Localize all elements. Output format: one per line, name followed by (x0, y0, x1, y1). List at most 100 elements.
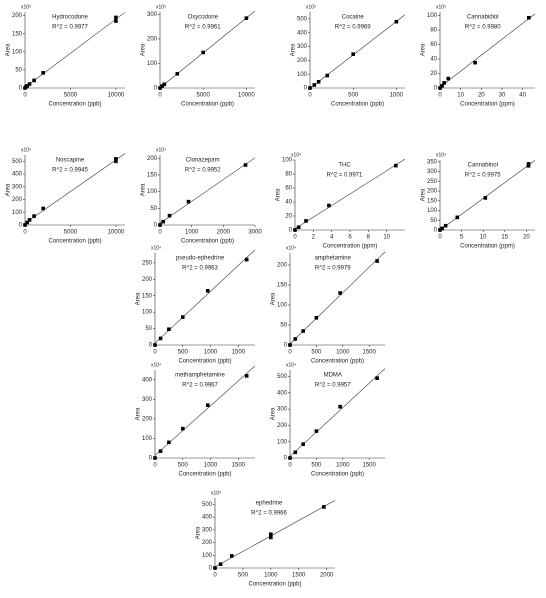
fit-line (24, 153, 126, 224)
y-tick-label: 0 (434, 228, 438, 234)
data-point (293, 450, 298, 455)
r-squared: R^2 = 0.9957 (315, 383, 351, 389)
y-tick-label: 500 (277, 374, 288, 380)
y-axis-label: Area (136, 407, 142, 420)
x-tick-label: 0 (158, 93, 162, 99)
data-point (327, 203, 331, 208)
data-point (269, 535, 273, 540)
data-point (114, 159, 118, 164)
data-point (180, 426, 185, 431)
data-point (180, 315, 185, 319)
y-tick-label: 200 (142, 277, 153, 283)
r-squared: R^2 = 0.9979 (315, 266, 351, 272)
y-tick-label: 200 (427, 189, 438, 195)
y-tick-label: 300 (297, 44, 308, 50)
y-tick-label: 150 (142, 293, 153, 299)
x-tick-label: 0 (23, 93, 27, 99)
fit-line (154, 249, 256, 344)
data-point (296, 225, 301, 229)
r-squared: R^2 = 0.9980 (465, 25, 501, 31)
x-tick-label: 0 (158, 230, 162, 236)
y-axis-label: Area (421, 43, 427, 56)
x-tick-label: 5 (460, 235, 464, 241)
data-point (167, 213, 172, 218)
y-tick-label: 200 (277, 263, 288, 269)
x-tick-label: 1500 (292, 573, 306, 579)
x-tick-label: 1000 (336, 350, 350, 356)
y-tick-label: 500 (297, 16, 308, 22)
data-point (308, 86, 312, 90)
y-tick-label: 50 (280, 323, 287, 329)
y-tick-label: 250 (142, 260, 153, 266)
x-axis-label: Concentration (ppm) (460, 102, 515, 108)
x-tick-label: 6 (348, 235, 352, 241)
data-point (158, 449, 163, 453)
x-tick-label: 0 (288, 350, 292, 356)
x-tick-label: 5000 (64, 93, 78, 99)
exponent: x10⁴ (151, 362, 161, 368)
y-tick-label: 50 (145, 326, 152, 332)
data-point (161, 219, 165, 224)
y-tick-label: 200 (147, 156, 158, 162)
x-tick-label: 5000 (64, 230, 78, 236)
exponent: x10⁴ (151, 245, 161, 251)
x-tick-label: 1500 (232, 463, 246, 469)
y-tick-label: 100 (282, 158, 293, 164)
data-point (316, 79, 321, 84)
chart-title: methamphetamine (175, 373, 225, 379)
y-axis-label: Area (6, 43, 12, 56)
exponent: x10⁴ (156, 147, 166, 153)
x-axis-label: Concentration (ppb) (48, 239, 101, 245)
r-squared: R^2 = 0.9975 (465, 173, 501, 179)
data-point (375, 376, 379, 380)
data-point (25, 220, 30, 225)
exponent: x10³ (211, 490, 221, 496)
y-tick-label: 300 (277, 407, 288, 413)
data-point (162, 82, 167, 87)
data-point (167, 327, 171, 332)
x-tick-label: 1500 (362, 463, 376, 469)
chart-title: Oxycodone (188, 15, 219, 21)
data-point (375, 259, 379, 263)
data-point (440, 226, 444, 231)
x-tick-label: 500 (178, 350, 189, 356)
r-squared: R^2 = 0.9966 (251, 511, 287, 517)
data-point (32, 214, 36, 218)
data-point (167, 440, 171, 445)
data-point (158, 223, 162, 227)
y-axis-label: Area (291, 43, 297, 56)
data-point (244, 16, 249, 20)
y-tick-label: 100 (277, 439, 288, 445)
x-tick-label: 8 (367, 235, 371, 241)
x-tick-label: 500 (178, 463, 189, 469)
data-point (41, 71, 45, 75)
y-tick-label: 50 (15, 67, 22, 73)
x-axis-label: Concentration (ppm) (460, 244, 515, 250)
data-point (25, 84, 30, 88)
chart-title: amphetamine (315, 256, 352, 262)
x-tick-label: 0 (438, 93, 442, 99)
x-tick-label: 500 (311, 463, 322, 469)
data-point (41, 206, 45, 211)
x-axis-label: Concentration (ppb) (331, 102, 384, 108)
x-tick-label: 15 (501, 235, 508, 241)
panel: 0 500 1000 1500 0 50 100 150 200 amphetamine R^2 =… (271, 245, 386, 365)
x-tick-label: 2000 (217, 230, 231, 236)
y-tick-label: 0 (289, 228, 293, 234)
y-tick-label: 200 (12, 13, 23, 19)
chart-title: Cocaine (342, 15, 365, 21)
y-tick-label: 40 (285, 200, 292, 206)
r-squared: R^2 = 0.9945 (52, 168, 88, 174)
data-point (322, 505, 326, 509)
y-tick-label: 200 (297, 58, 308, 64)
y-axis-label: Area (196, 526, 202, 539)
y-tick-label: 50 (150, 206, 157, 212)
data-point (455, 215, 460, 220)
y-tick-label: 400 (12, 172, 23, 178)
y-tick-label: 0 (154, 86, 158, 92)
x-tick-label: 20 (478, 93, 485, 99)
y-tick-label: 50 (430, 218, 437, 224)
y-axis-label: Area (141, 43, 147, 56)
data-point (443, 223, 448, 228)
chart-title: THC (338, 163, 351, 169)
